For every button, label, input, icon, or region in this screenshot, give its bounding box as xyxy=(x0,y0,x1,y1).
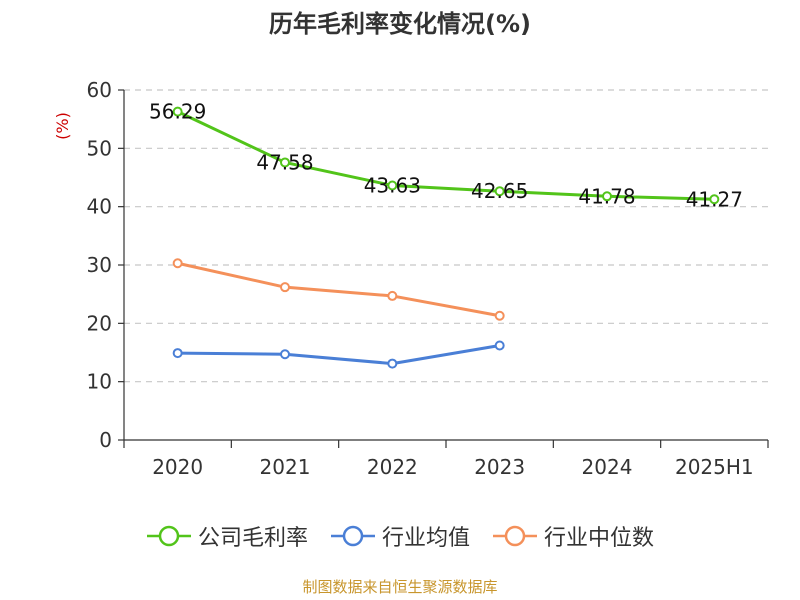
source-note: 制图数据来自恒生聚源数据库 xyxy=(302,578,498,596)
legend-label: 公司毛利率 xyxy=(197,526,308,551)
chart-title: 历年毛利率变化情况(%) xyxy=(269,10,531,38)
legend-item[interactable]: 行业均值 xyxy=(330,520,470,552)
data-point xyxy=(280,282,290,293)
y-tick-label: 50 xyxy=(87,136,112,160)
data-label: 42.65 xyxy=(471,179,528,203)
data-point xyxy=(172,258,183,269)
data-label: 47.58 xyxy=(256,150,313,174)
data-point xyxy=(280,157,290,168)
legend: 公司毛利率 行业均值 行业中位数 xyxy=(0,520,800,552)
legend-item[interactable]: 行业中位数 xyxy=(492,520,654,552)
y-tick-label: 10 xyxy=(87,370,112,394)
legend-marker-icon xyxy=(493,525,537,547)
legend-marker-icon xyxy=(330,525,375,547)
data-label: 43.63 xyxy=(364,173,421,197)
series-line-2 xyxy=(177,261,500,318)
x-tick-label: 2021 xyxy=(260,455,311,479)
data-point xyxy=(387,290,398,301)
x-tick-label: 2025H1 xyxy=(675,455,754,479)
data-point xyxy=(494,310,505,321)
y-tick-label: 60 xyxy=(87,78,112,102)
y-tick-label: 20 xyxy=(87,311,112,335)
data-point xyxy=(387,358,398,369)
data-point xyxy=(387,180,398,191)
data-label: 56.29 xyxy=(149,100,206,124)
x-tick-label: 2024 xyxy=(582,455,633,479)
y-tick-label: 0 xyxy=(99,428,112,452)
x-tick-label: 2023 xyxy=(474,455,525,479)
legend-label: 行业均值 xyxy=(381,526,470,551)
data-point xyxy=(709,194,720,205)
x-tick-label: 2022 xyxy=(367,455,418,479)
legend-item[interactable]: 公司毛利率 xyxy=(146,520,308,552)
data-label: 41.27 xyxy=(686,187,743,211)
data-label: 41.78 xyxy=(578,184,635,208)
x-tick-label: 2020 xyxy=(152,455,203,479)
y-tick-label: 30 xyxy=(87,253,112,277)
legend-marker-icon xyxy=(146,525,191,547)
data-point xyxy=(172,106,183,117)
y-tick-label: 40 xyxy=(87,195,112,219)
data-point xyxy=(494,186,505,197)
data-point xyxy=(602,191,612,202)
data-point xyxy=(172,348,183,359)
y-axis-unit: (%) xyxy=(53,112,72,140)
series-line-1 xyxy=(177,344,500,366)
data-point xyxy=(280,349,290,360)
data-point xyxy=(494,340,505,351)
legend-label: 行业中位数 xyxy=(544,526,655,551)
series-line-0 xyxy=(177,110,715,201)
